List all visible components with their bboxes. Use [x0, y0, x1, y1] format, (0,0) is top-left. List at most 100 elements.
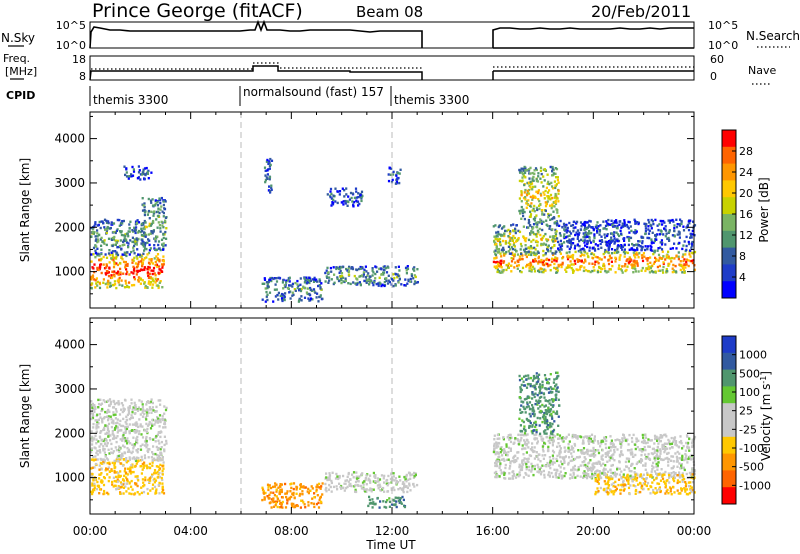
- data-cell: [618, 473, 621, 476]
- data-cell: [150, 171, 153, 174]
- data-cell: [648, 445, 651, 448]
- data-cell: [141, 239, 144, 242]
- data-cell: [343, 489, 346, 492]
- data-cell: [571, 468, 574, 472]
- data-cell: [413, 266, 416, 269]
- data-cell: [359, 265, 362, 269]
- data-cell: [601, 458, 604, 461]
- data-cell: [559, 247, 562, 251]
- data-cell: [297, 284, 300, 288]
- data-cell: [151, 464, 154, 467]
- data-cell: [518, 230, 522, 234]
- data-cell: [315, 296, 318, 299]
- data-cell: [625, 223, 628, 227]
- data-cell: [113, 402, 116, 406]
- data-cell: [518, 179, 521, 183]
- data-cell: [618, 455, 622, 458]
- data-cell: [155, 263, 159, 266]
- data-cell: [658, 436, 661, 439]
- data-cell: [630, 453, 633, 456]
- data-cell: [388, 500, 392, 503]
- data-cell: [669, 474, 672, 477]
- data-cell: [105, 221, 109, 224]
- data-cell: [584, 260, 587, 263]
- data-cell: [526, 191, 529, 194]
- data-cell: [141, 261, 144, 264]
- data-cell: [529, 233, 532, 236]
- colorbar-segment: [722, 180, 736, 198]
- data-cell: [153, 272, 156, 275]
- data-cell: [390, 503, 394, 506]
- data-cell: [151, 473, 154, 476]
- data-cell: [266, 282, 269, 286]
- data-cell: [557, 189, 560, 192]
- data-cell: [111, 429, 114, 433]
- data-cell: [264, 178, 267, 182]
- data-cell: [528, 168, 531, 171]
- data-cell: [559, 455, 562, 459]
- data-cell: [571, 224, 575, 227]
- data-cell: [640, 453, 643, 457]
- data-cell: [612, 443, 615, 446]
- data-cell: [534, 260, 538, 263]
- data-cell: [390, 278, 394, 281]
- data-cell: [158, 211, 161, 215]
- data-cell: [95, 277, 98, 280]
- data-cell: [118, 429, 121, 432]
- data-cell: [143, 412, 146, 416]
- data-cell: [161, 473, 164, 476]
- data-cell: [574, 250, 577, 254]
- data-cell: [549, 466, 552, 470]
- data-cell: [656, 224, 659, 227]
- data-cell: [542, 450, 545, 453]
- data-cell: [105, 231, 108, 235]
- data-cell: [590, 469, 593, 473]
- data-cell: [128, 230, 131, 233]
- data-cell: [128, 226, 131, 230]
- data-cell: [145, 435, 148, 439]
- data-cell: [348, 198, 351, 201]
- data-cell: [275, 488, 278, 491]
- data-cell: [124, 459, 127, 462]
- data-cell: [546, 262, 549, 266]
- data-cell: [628, 239, 631, 242]
- data-cell: [325, 472, 328, 475]
- data-cell: [501, 271, 504, 274]
- data-cell: [142, 481, 145, 484]
- data-cell: [646, 259, 649, 262]
- data-cell: [272, 485, 275, 489]
- data-cell: [102, 460, 105, 463]
- data-cell: [153, 477, 156, 481]
- data-cell: [504, 466, 507, 470]
- data-cell: [115, 448, 118, 452]
- data-cell: [581, 460, 584, 464]
- data-cell: [593, 437, 596, 440]
- data-cell: [608, 243, 611, 246]
- data-cell: [614, 256, 617, 259]
- data-cell: [540, 237, 543, 241]
- data-cell: [662, 261, 665, 264]
- data-cell: [411, 473, 414, 476]
- data-cell: [98, 413, 101, 416]
- data-cell: [387, 179, 391, 183]
- data-cell: [685, 258, 688, 261]
- data-cell: [102, 417, 105, 420]
- data-cell: [496, 260, 499, 264]
- data-cell: [355, 268, 358, 271]
- data-cell: [339, 277, 343, 280]
- data-cell: [130, 471, 133, 474]
- data-cell: [686, 223, 689, 227]
- data-cell: [537, 255, 540, 258]
- data-cell: [539, 221, 542, 224]
- data-cell: [511, 247, 515, 251]
- data-cell: [131, 229, 134, 232]
- data-cell: [565, 270, 568, 273]
- data-cell: [315, 502, 318, 506]
- data-cell: [572, 253, 575, 257]
- data-cell: [303, 281, 306, 284]
- data-cell: [583, 254, 586, 257]
- data-cell: [147, 280, 151, 283]
- data-cell: [137, 171, 141, 174]
- data-cell: [338, 474, 341, 478]
- data-cell: [657, 269, 660, 272]
